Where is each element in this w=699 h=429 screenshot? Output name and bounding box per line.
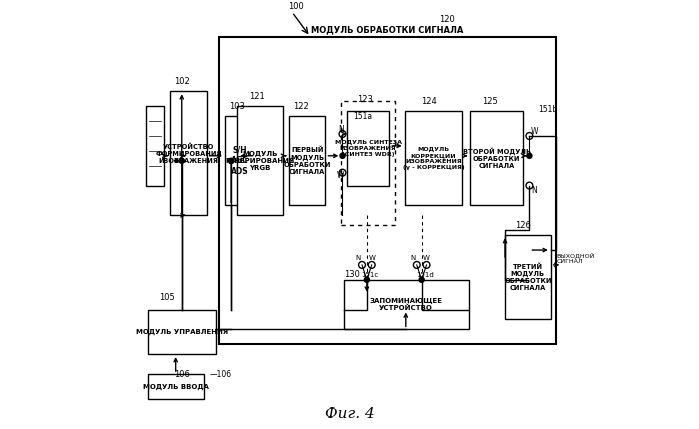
Bar <box>470 111 524 205</box>
Text: N: N <box>338 124 343 133</box>
Bar <box>219 37 556 344</box>
Bar <box>146 106 164 186</box>
Text: 125: 125 <box>482 97 498 106</box>
Text: N: N <box>531 186 537 195</box>
Text: S/H
AGC
ADS: S/H AGC ADS <box>231 146 249 175</box>
Bar <box>344 280 468 329</box>
Text: W: W <box>423 255 430 261</box>
Text: 105: 105 <box>159 293 175 302</box>
Text: ВТОРОЙ МОДУЛЬ
ОБРАБОТКИ
СИГНАЛА: ВТОРОЙ МОДУЛЬ ОБРАБОТКИ СИГНАЛА <box>463 148 531 169</box>
Circle shape <box>527 153 532 158</box>
Text: 124: 124 <box>421 97 437 106</box>
Text: 121: 121 <box>250 92 265 101</box>
Text: 151c: 151c <box>361 272 379 278</box>
Text: 130: 130 <box>344 270 359 279</box>
Text: Фиг. 4: Фиг. 4 <box>324 407 375 421</box>
Text: 120: 120 <box>440 15 455 24</box>
Bar <box>505 235 551 320</box>
Text: МОДУЛЬ УПРАВЛЕНИЯ: МОДУЛЬ УПРАВЛЕНИЯ <box>136 329 228 335</box>
Text: 151d: 151d <box>416 272 433 278</box>
Text: ЗАПОМИНАЮЩЕЕ
УСТРОЙСТВО: ЗАПОМИНАЮЩЕЕ УСТРОЙСТВО <box>370 298 442 311</box>
Text: N: N <box>410 255 416 261</box>
Bar <box>170 91 207 215</box>
Circle shape <box>179 158 185 163</box>
Circle shape <box>340 153 345 158</box>
Text: 151a: 151a <box>353 112 372 121</box>
Text: N: N <box>356 255 361 261</box>
Bar <box>405 111 463 205</box>
Bar <box>147 310 216 354</box>
Text: 106: 106 <box>175 369 190 378</box>
Bar <box>340 101 396 225</box>
Text: ТРЕТИЙ
МОДУЛЬ
ОБРАБОТКИ
СИГНАЛА: ТРЕТИЙ МОДУЛЬ ОБРАБОТКИ СИГНАЛА <box>504 263 552 291</box>
Text: 103: 103 <box>229 102 245 111</box>
Text: W: W <box>368 255 375 261</box>
Text: W: W <box>531 127 539 136</box>
Bar <box>289 116 326 205</box>
Text: УСТРОЙСТВО
ФОРМИРОВАНИЯ
ИЗОБРАЖЕНИЯ: УСТРОЙСТВО ФОРМИРОВАНИЯ ИЗОБРАЖЕНИЯ <box>155 143 222 163</box>
Text: ПЕРВЫЙ
МОДУЛЬ
ОБРАБОТКИ
СИГНАЛА: ПЕРВЫЙ МОДУЛЬ ОБРАБОТКИ СИГНАЛА <box>283 147 331 175</box>
Text: МОДУЛЬ СИНТЕЗА
ИЗОБРАЖЕНИЯ
(СИНТЕЗ WDR): МОДУЛЬ СИНТЕЗА ИЗОБРАЖЕНИЯ (СИНТЕЗ WDR) <box>335 140 401 157</box>
Circle shape <box>364 277 369 282</box>
Text: МОДУЛЬ
КОРРЕКЦИИ
ИЗОБРАЖЕНИЯ
(γ - КОРРЕКЦИЯ): МОДУЛЬ КОРРЕКЦИИ ИЗОБРАЖЕНИЯ (γ - КОРРЕК… <box>403 147 464 169</box>
Text: МОДУЛЬ
ГЕНЕРИРОВАНИЯ
YRGB: МОДУЛЬ ГЕНЕРИРОВАНИЯ YRGB <box>225 151 294 171</box>
Circle shape <box>419 277 424 282</box>
Text: МОДУЛЬ ВВОДА: МОДУЛЬ ВВОДА <box>143 384 208 390</box>
Circle shape <box>229 158 233 163</box>
Text: 126: 126 <box>515 221 531 230</box>
Text: 100: 100 <box>288 3 303 12</box>
Text: МОДУЛЬ ОБРАБОТКИ СИГНАЛА: МОДУЛЬ ОБРАБОТКИ СИГНАЛА <box>311 26 463 35</box>
Text: ВЫХОДНОЙ
СИГНАЛ: ВЫХОДНОЙ СИГНАЛ <box>557 252 595 264</box>
Bar <box>347 111 389 186</box>
Text: 122: 122 <box>293 102 309 111</box>
Text: —106: —106 <box>210 369 232 378</box>
Text: 102: 102 <box>175 77 190 86</box>
Bar <box>237 106 283 215</box>
Bar <box>147 374 203 399</box>
Text: W: W <box>337 171 345 180</box>
Text: 151b: 151b <box>538 105 558 114</box>
Bar <box>225 116 255 205</box>
Text: 123: 123 <box>357 95 373 104</box>
